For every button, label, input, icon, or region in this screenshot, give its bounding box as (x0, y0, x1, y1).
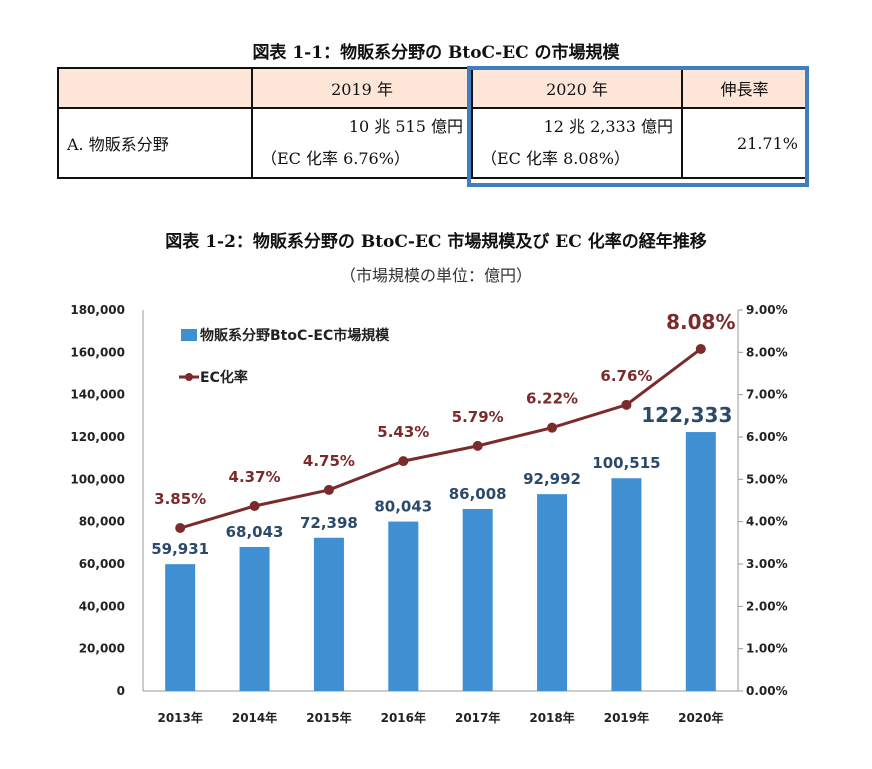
bar-data-label: 80,043 (374, 498, 432, 516)
table-title: 図表 1-1：物販系分野の BtoC-EC の市場規模 (252, 43, 620, 63)
bar-data-label: 86,008 (449, 485, 507, 503)
ec-rate-point (472, 440, 483, 451)
x-tick-label: 2016年 (381, 710, 426, 725)
header-2020: 2020 年 (471, 67, 683, 109)
x-tick-label: 2017年 (455, 710, 500, 725)
left-tick-label: 40,000 (79, 599, 125, 613)
left-tick-label: 20,000 (79, 642, 125, 656)
bar-data-label: 92,992 (523, 470, 581, 488)
bar-data-label: 68,043 (226, 523, 284, 541)
line-data-label: 5.79% (452, 408, 504, 426)
ec-rate-point (323, 484, 334, 495)
x-tick-label: 2019年 (604, 710, 649, 725)
header-2019: 2019 年 (251, 67, 473, 109)
x-tick-label: 2018年 (529, 710, 574, 725)
x-tick-label: 2020年 (678, 710, 723, 725)
cell-2020: 12 兆 2,333 億円 （EC 化率 8.08%） (471, 107, 683, 179)
right-tick-label: 7.00% (746, 388, 788, 402)
table-header-row: 2019 年 2020 年 伸長率 (57, 67, 808, 109)
bar-data-label: 72,398 (300, 514, 358, 532)
value-2019: 10 兆 515 億円 (348, 117, 463, 136)
right-tick-label: 3.00% (746, 557, 788, 571)
bar (388, 521, 419, 691)
line-data-label: 6.22% (526, 390, 578, 408)
bar-data-label: 122,333 (641, 403, 732, 427)
bar (239, 546, 270, 691)
right-tick-label: 1.00% (746, 642, 788, 656)
x-tick-label: 2013年 (157, 710, 202, 725)
bar (537, 494, 568, 691)
ec-rate-line (179, 347, 702, 530)
right-tick-label: 4.00% (746, 515, 788, 529)
left-tick-label: 60,000 (79, 557, 125, 571)
bar (611, 478, 642, 691)
bar (685, 432, 716, 691)
line-data-label: 4.37% (229, 468, 281, 486)
ec-rate-point (547, 422, 558, 433)
line-data-label: 4.75% (303, 452, 355, 470)
chart-subtitle: （市場規模の単位：億円） (339, 266, 532, 285)
right-tick-label: 2.00% (746, 599, 788, 613)
x-tick-label: 2014年 (232, 710, 277, 725)
line-data-label: 3.85% (154, 490, 206, 508)
legend-line-marker (185, 373, 193, 381)
legend-bar-swatch (181, 329, 197, 341)
left-tick-label: 0 (117, 684, 125, 698)
left-tick-label: 100,000 (70, 472, 125, 486)
right-tick-label: 6.00% (746, 430, 788, 444)
ec-rate-point (249, 501, 260, 512)
table-row: A. 物販系分野 10 兆 515 億円 （EC 化率 6.76%） 12 兆 … (57, 107, 808, 179)
header-empty (57, 67, 253, 109)
right-tick-label: 5.00% (746, 472, 788, 486)
bar (165, 564, 196, 691)
right-tick-label: 8.00% (746, 345, 788, 359)
ec-rate-point (175, 523, 186, 534)
market-size-table: 2019 年 2020 年 伸長率 A. 物販系分野 10 兆 515 億円 （… (57, 67, 808, 179)
left-tick-label: 160,000 (70, 345, 125, 359)
bar (462, 508, 493, 691)
highlight-box (467, 66, 809, 187)
ec-rate-point (695, 343, 706, 354)
rate-2019: （EC 化率 6.76%） (261, 149, 410, 168)
line-data-label: 8.08% (666, 310, 735, 334)
right-tick-label: 9.00% (746, 303, 788, 317)
row-label: A. 物販系分野 (57, 107, 253, 179)
cell-growth: 21.71% (681, 107, 808, 179)
bar (313, 537, 344, 691)
value-2020: 12 兆 2,333 億円 (543, 117, 673, 136)
left-tick-label: 80,000 (79, 515, 125, 529)
line-data-label: 6.76% (600, 367, 652, 385)
ec-rate-point (398, 456, 409, 467)
rate-2020: （EC 化率 8.08%） (481, 149, 630, 168)
line-data-label: 5.43% (377, 423, 429, 441)
right-tick-label: 0.00% (746, 684, 788, 698)
bar-data-label: 100,515 (592, 454, 660, 472)
left-tick-label: 140,000 (70, 388, 125, 402)
cell-2019: 10 兆 515 億円 （EC 化率 6.76%） (251, 107, 473, 179)
left-tick-label: 120,000 (70, 430, 125, 444)
bar-data-label: 59,931 (151, 540, 209, 558)
ec-rate-point (621, 399, 632, 410)
left-tick-label: 180,000 (70, 303, 125, 317)
legend-bar-label: 物販系分野BtoC-EC市場規模 (200, 327, 390, 344)
legend-line-label: EC化率 (200, 369, 248, 386)
chart-title: 図表 1-2：物販系分野の BtoC-EC 市場規模及び EC 化率の経年推移 (165, 232, 707, 252)
x-tick-label: 2015年 (306, 710, 351, 725)
